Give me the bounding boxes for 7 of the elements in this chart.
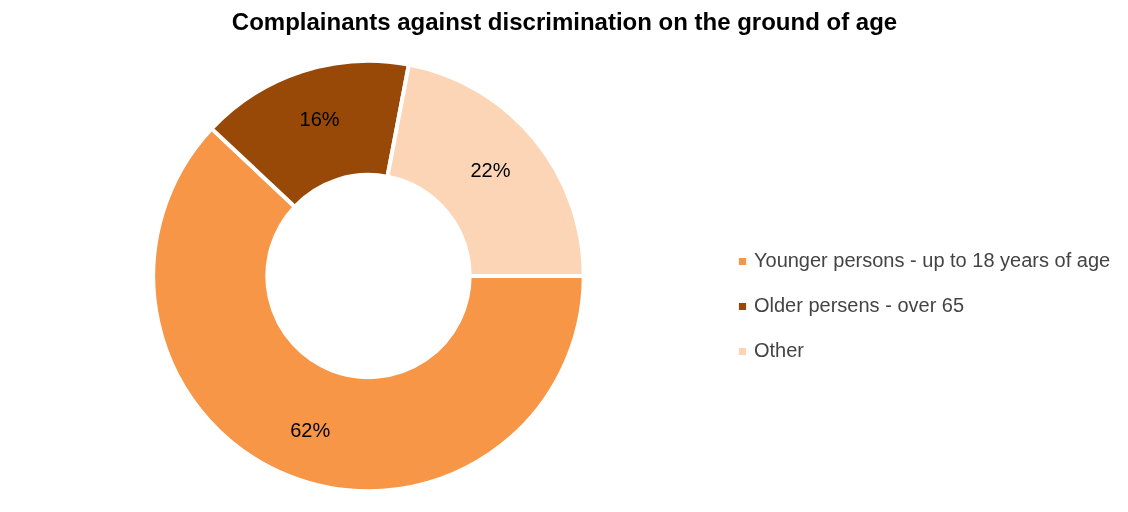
data-label: 62% [290,418,331,441]
chart-title: Complainants against discrimination on the ground of age [231,7,898,35]
data-label: 16% [299,107,340,130]
legend-label: Older persens - over 65 [754,294,965,317]
data-label: 22% [470,159,511,182]
legend-label: Other [754,339,805,362]
legend-label: Younger persons - up to 18 years of age [754,249,1111,272]
